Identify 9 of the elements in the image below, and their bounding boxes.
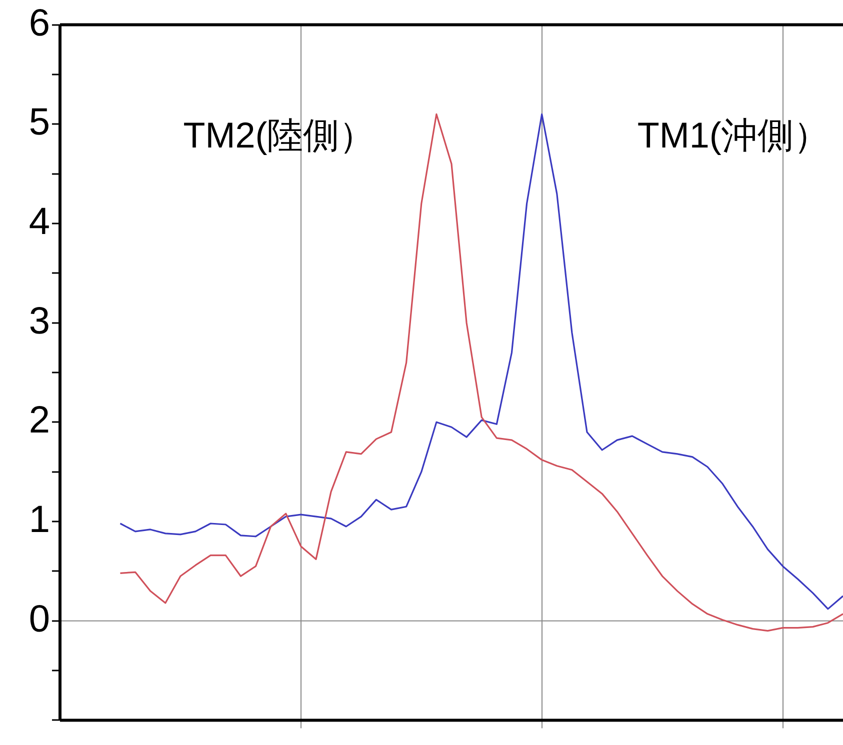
y-tick-label: 5 bbox=[28, 102, 50, 144]
y-tick-label: 6 bbox=[28, 2, 50, 44]
y-tick-label: 1 bbox=[28, 499, 50, 541]
y-tick-label: 2 bbox=[28, 400, 50, 442]
series-label: TM2(陸側） bbox=[183, 114, 376, 156]
y-tick-label: 3 bbox=[28, 300, 50, 342]
text: TM1(沖側） bbox=[637, 114, 830, 156]
y-tick-label: 4 bbox=[28, 200, 50, 243]
y-tick-label: 0 bbox=[28, 598, 50, 640]
